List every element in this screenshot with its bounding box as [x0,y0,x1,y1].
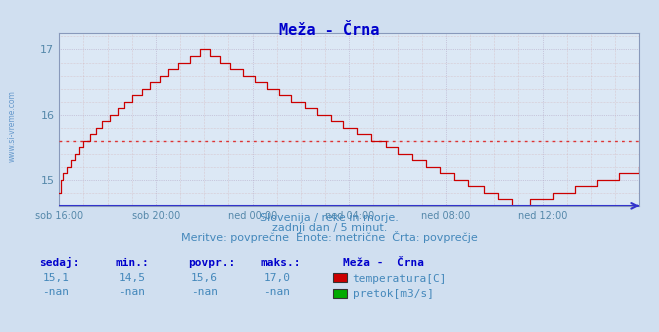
Text: maks.:: maks.: [260,258,301,268]
Text: pretok[m3/s]: pretok[m3/s] [353,290,434,299]
Text: -nan: -nan [43,288,69,297]
Text: 15,6: 15,6 [191,273,217,283]
Text: Meža - Črna: Meža - Črna [279,23,380,38]
Text: 15,1: 15,1 [43,273,69,283]
Text: zadnji dan / 5 minut.: zadnji dan / 5 minut. [272,223,387,233]
Text: 14,5: 14,5 [119,273,145,283]
Text: -nan: -nan [119,288,145,297]
Text: temperatura[C]: temperatura[C] [353,274,447,284]
Text: povpr.:: povpr.: [188,258,235,268]
Text: sedaj:: sedaj: [40,257,80,268]
Text: 17,0: 17,0 [264,273,290,283]
Text: -nan: -nan [191,288,217,297]
Text: min.:: min.: [115,258,149,268]
Text: Slovenija / reke in morje.: Slovenija / reke in morje. [260,213,399,223]
Text: www.si-vreme.com: www.si-vreme.com [7,90,16,162]
Text: Meritve: povprečne  Enote: metrične  Črta: povprečje: Meritve: povprečne Enote: metrične Črta:… [181,231,478,243]
Text: -nan: -nan [264,288,290,297]
Text: Meža -  Črna: Meža - Črna [343,258,424,268]
